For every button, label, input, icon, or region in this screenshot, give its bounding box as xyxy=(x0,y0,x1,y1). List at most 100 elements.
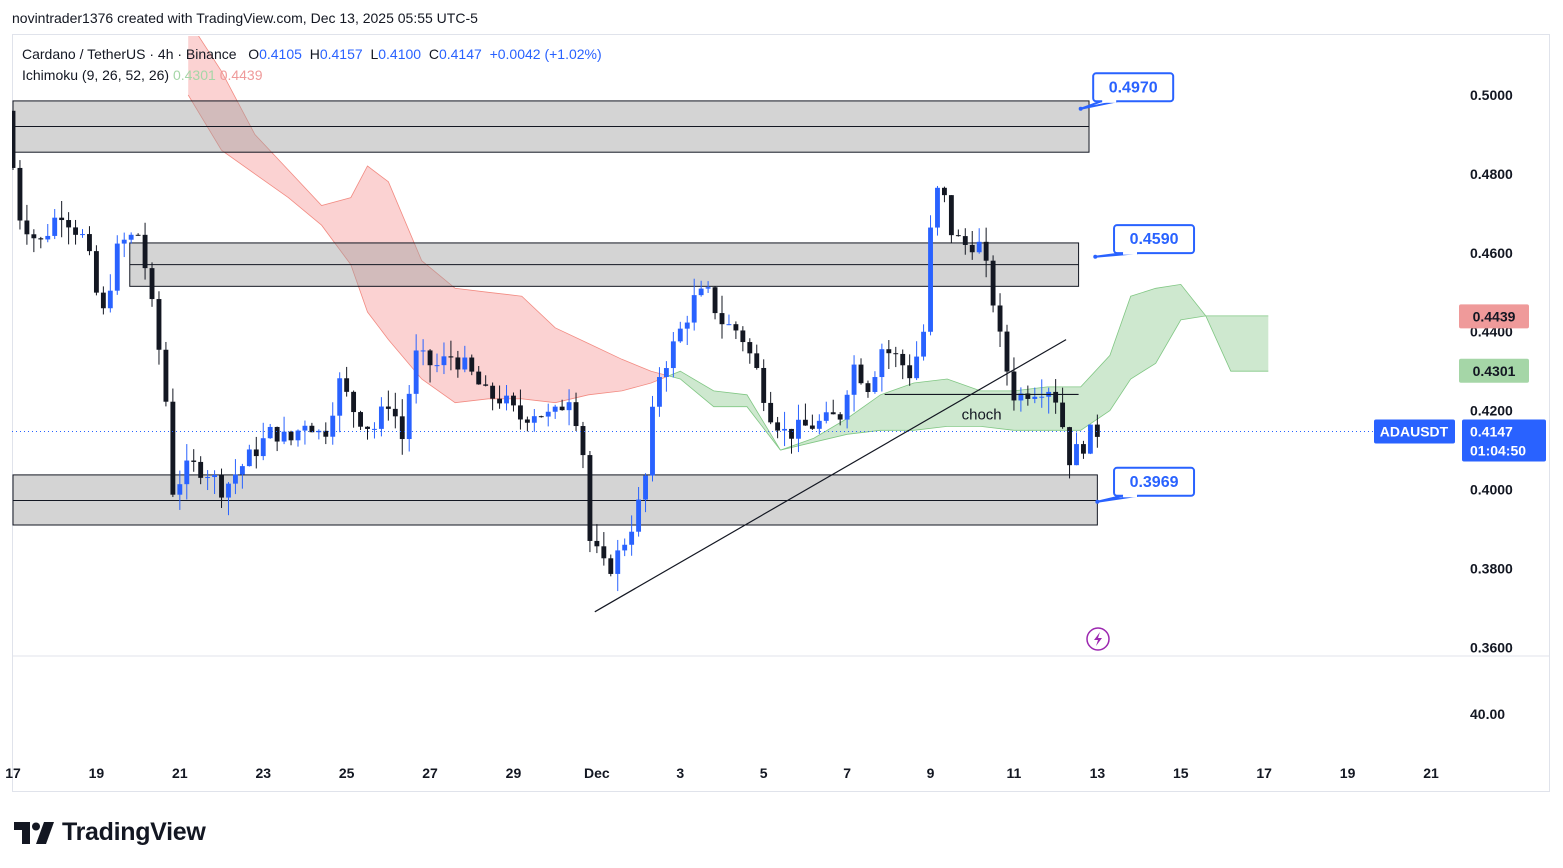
candle-body xyxy=(66,220,72,228)
candle-body xyxy=(531,416,537,423)
candle-body xyxy=(260,438,266,457)
price-axis-tick: 0.4000 xyxy=(1470,482,1513,498)
candle-body xyxy=(226,483,231,498)
trendline[interactable] xyxy=(594,339,1067,613)
candle-body xyxy=(650,406,655,476)
candle-body xyxy=(844,394,850,420)
ichimoku-span-a-line xyxy=(198,36,669,377)
candle-body xyxy=(733,324,739,331)
time-axis-tick: 27 xyxy=(422,765,438,781)
candle-body xyxy=(399,416,405,440)
time-axis-tick: 3 xyxy=(676,765,684,781)
candle-body xyxy=(274,426,280,442)
candle-body xyxy=(524,419,530,423)
candle-body xyxy=(413,350,419,394)
candle-body xyxy=(907,365,913,379)
candle-body xyxy=(1004,331,1010,372)
candle-body xyxy=(1074,444,1079,466)
candle-body xyxy=(657,377,662,407)
candle-body xyxy=(802,419,808,426)
candle-body xyxy=(490,385,496,399)
time-axis-tick: 15 xyxy=(1173,765,1189,781)
time-axis-tick: 13 xyxy=(1090,765,1106,781)
candle-body xyxy=(497,398,503,404)
candle-body xyxy=(615,550,621,574)
candle-body xyxy=(191,460,197,462)
candle-body xyxy=(809,425,815,429)
tradingview-logo[interactable]: TradingView xyxy=(14,818,206,847)
candle-body xyxy=(747,342,753,354)
candle-body xyxy=(323,430,329,437)
chart-credit: novintrader1376 created with TradingView… xyxy=(12,10,478,26)
candle-body xyxy=(976,241,982,253)
candle-body xyxy=(344,378,350,392)
callout-box-3[interactable] xyxy=(1113,466,1196,497)
candle-body xyxy=(837,414,843,420)
candle-body xyxy=(796,419,801,439)
candle-body xyxy=(246,449,252,467)
candle-body xyxy=(761,367,767,403)
symbol-legend: Cardano / TetherUS · 4h · Binance O0.410… xyxy=(22,46,602,62)
price-axis-tick: 0.4600 xyxy=(1470,245,1513,261)
candle-body xyxy=(504,395,509,404)
candle-body xyxy=(365,426,370,429)
candle-body xyxy=(45,235,51,240)
candle-body xyxy=(142,234,148,269)
candle-body xyxy=(726,324,732,326)
change-value: +0.0042 (+1.02%) xyxy=(489,46,602,62)
bar-countdown: 01:04:50 xyxy=(1470,443,1526,459)
candle-body xyxy=(580,426,586,456)
time-axis-tick: 21 xyxy=(172,765,188,781)
candle-body xyxy=(198,461,204,478)
candle-body xyxy=(170,401,176,495)
ichimoku-price-tag-label: 0.4301 xyxy=(1473,363,1516,379)
candle-body xyxy=(12,110,16,168)
candle-body xyxy=(914,356,920,379)
candle-body xyxy=(622,544,628,551)
indicator-title[interactable]: Ichimoku (9, 26, 52, 26) xyxy=(22,67,170,83)
candle-body xyxy=(1081,444,1086,454)
candle-body xyxy=(969,244,975,253)
close-label: C xyxy=(428,46,439,62)
lightning-bolt-glyph xyxy=(1094,632,1102,646)
time-axis-tick: 11 xyxy=(1007,765,1022,781)
candle-body xyxy=(740,330,746,343)
candle-body xyxy=(1025,393,1031,399)
candle-body xyxy=(643,475,648,500)
candle-body xyxy=(309,425,315,433)
callout-box-1[interactable] xyxy=(1092,72,1175,103)
candle-body xyxy=(1053,391,1059,403)
candle-body xyxy=(121,239,127,244)
candle-body xyxy=(219,474,224,498)
candle-body xyxy=(511,395,516,406)
symbol-tag[interactable] xyxy=(1374,419,1455,444)
candle-body xyxy=(337,378,343,416)
open-value: 0.4105 xyxy=(259,46,302,62)
high-label: H xyxy=(309,46,320,62)
candle-body xyxy=(941,187,947,196)
candle-body xyxy=(177,484,183,495)
candle-body xyxy=(330,415,336,437)
candle-body xyxy=(448,356,454,358)
ichimoku-span-a-line xyxy=(780,315,1206,451)
symbol-title[interactable]: Cardano / TetherUS · 4h · Binance xyxy=(22,46,237,62)
candle-body xyxy=(93,251,99,293)
callout-anchor-dot xyxy=(1093,254,1098,259)
candle-body xyxy=(921,331,927,357)
candle-body xyxy=(663,368,669,378)
indicator-value-span-a: 0.4301 xyxy=(172,67,216,83)
high-value: 0.4157 xyxy=(319,46,363,62)
candle-body xyxy=(239,466,245,475)
candle-body xyxy=(677,328,683,342)
price-axis-tick: 0.4200 xyxy=(1470,403,1513,419)
candle-body xyxy=(830,412,836,415)
callout-box-2[interactable] xyxy=(1113,224,1196,255)
candle-body xyxy=(566,402,572,411)
ichimoku-cloud-bearish xyxy=(188,36,669,403)
zone-box-3[interactable] xyxy=(12,474,1098,526)
candle-body xyxy=(406,393,412,440)
candle-body xyxy=(476,371,482,385)
candle-body xyxy=(851,364,857,395)
ichimoku-span-a-line xyxy=(1205,315,1269,372)
